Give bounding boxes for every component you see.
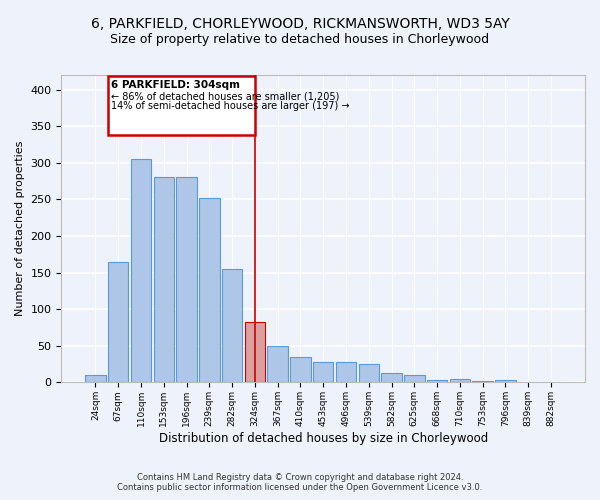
- Bar: [108, 262, 128, 382]
- Bar: [427, 380, 448, 382]
- Bar: [404, 375, 425, 382]
- Text: 6 PARKFIELD: 304sqm: 6 PARKFIELD: 304sqm: [112, 80, 241, 90]
- Y-axis label: Number of detached properties: Number of detached properties: [15, 141, 25, 316]
- Text: Contains HM Land Registry data © Crown copyright and database right 2024.
Contai: Contains HM Land Registry data © Crown c…: [118, 473, 482, 492]
- Bar: [176, 178, 197, 382]
- Bar: [449, 379, 470, 382]
- Text: 14% of semi-detached houses are larger (197) →: 14% of semi-detached houses are larger (…: [112, 102, 350, 112]
- Bar: [313, 362, 334, 382]
- Bar: [495, 380, 515, 382]
- Bar: [222, 269, 242, 382]
- Bar: [131, 159, 151, 382]
- Bar: [359, 364, 379, 382]
- Bar: [290, 357, 311, 382]
- Bar: [336, 362, 356, 382]
- Bar: [108, 76, 255, 135]
- Text: Size of property relative to detached houses in Chorleywood: Size of property relative to detached ho…: [110, 32, 490, 46]
- Text: 6, PARKFIELD, CHORLEYWOOD, RICKMANSWORTH, WD3 5AY: 6, PARKFIELD, CHORLEYWOOD, RICKMANSWORTH…: [91, 18, 509, 32]
- Bar: [85, 375, 106, 382]
- Bar: [472, 381, 493, 382]
- X-axis label: Distribution of detached houses by size in Chorleywood: Distribution of detached houses by size …: [158, 432, 488, 445]
- Bar: [381, 373, 402, 382]
- Bar: [268, 346, 288, 383]
- Bar: [154, 178, 174, 382]
- Bar: [199, 198, 220, 382]
- Bar: [245, 322, 265, 382]
- Text: ← 86% of detached houses are smaller (1,205): ← 86% of detached houses are smaller (1,…: [112, 91, 340, 101]
